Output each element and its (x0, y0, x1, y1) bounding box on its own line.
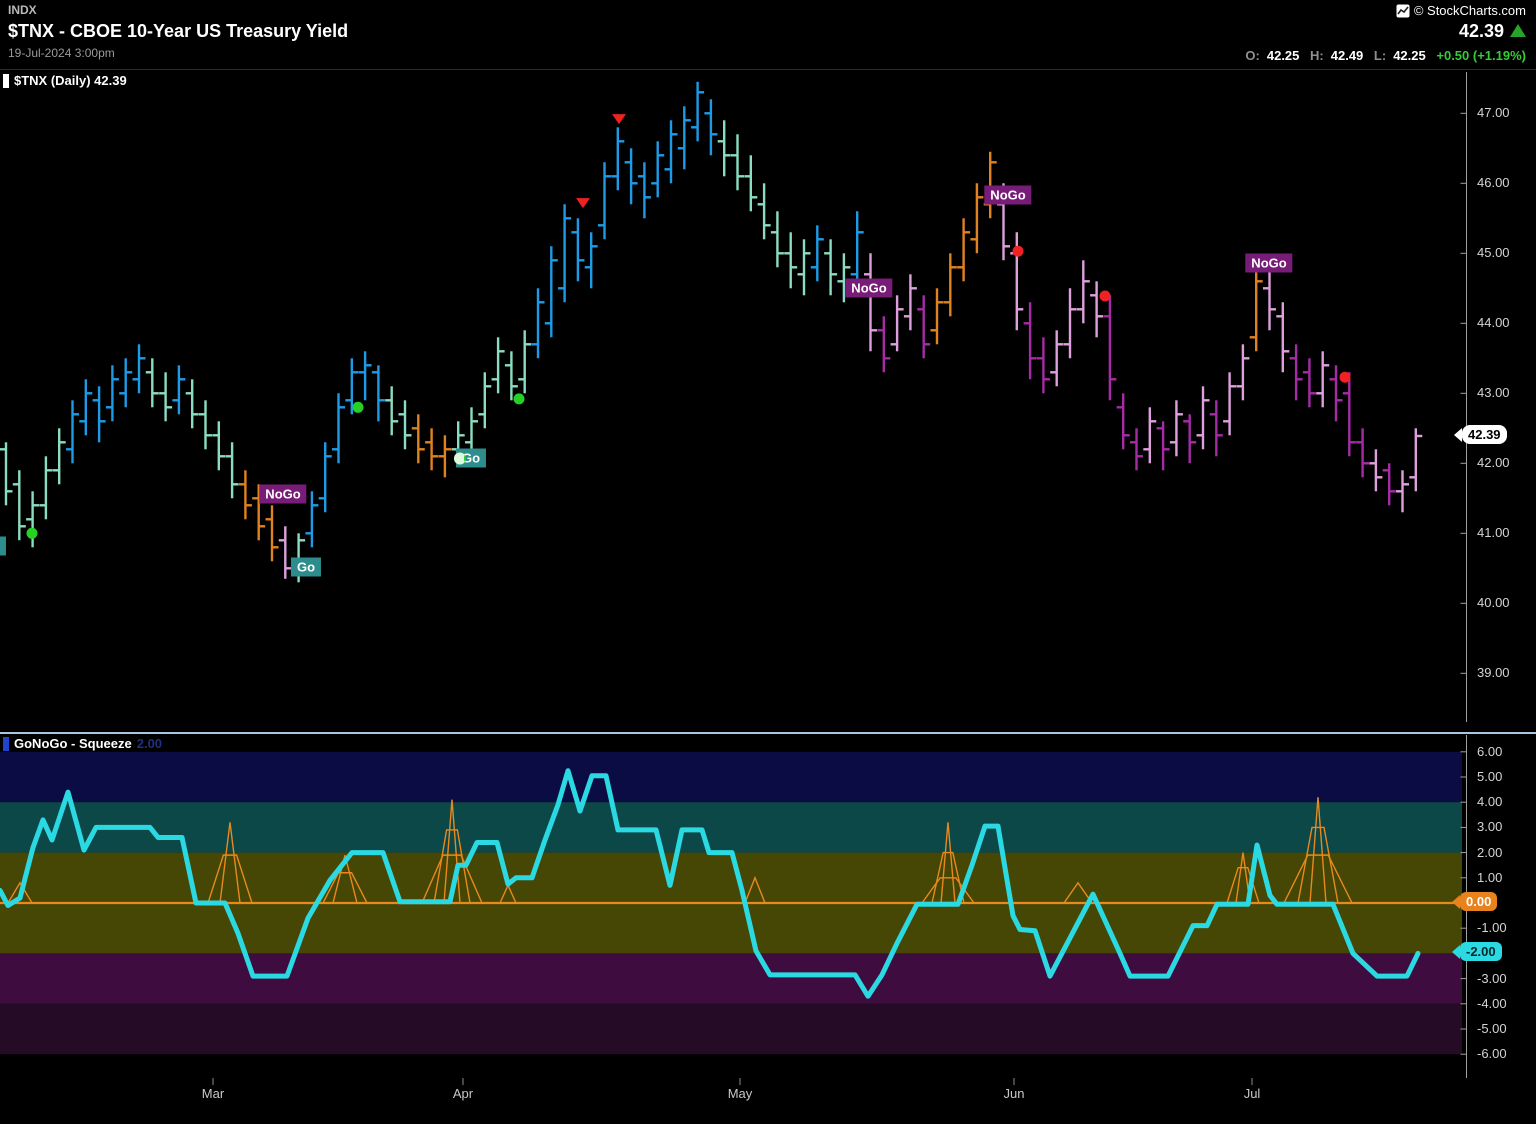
month-label-jun: Jun (1003, 1086, 1025, 1101)
zero-line-tag: 0.00 (1460, 892, 1498, 911)
squeeze-axis-label: 1.00 (1477, 869, 1503, 885)
squeeze-axis-label: -4.00 (1477, 995, 1507, 1011)
squeeze-axis-label: 4.00 (1477, 794, 1503, 810)
main-axis-label: 45.00 (1477, 245, 1510, 261)
nogo-badge: NoGo (259, 484, 307, 504)
go-badge: Go (453, 448, 487, 468)
chart-title: $TNX - CBOE 10-Year US Treasury Yield (8, 21, 349, 41)
ohlc-readout: O: 42.25 H: 42.49 L: 42.25 +0.50 (+1.19%) (1245, 48, 1526, 63)
squeeze-axis-label: 2.00 (1477, 844, 1503, 860)
green-dot (26, 527, 38, 539)
squeeze-axis-label: -3.00 (1477, 970, 1507, 986)
squeeze-band (0, 1003, 1462, 1055)
main-axis-label: 42.00 (1477, 455, 1510, 471)
squeeze-spike (940, 822, 956, 904)
squeeze-axis-label: 3.00 (1477, 819, 1503, 835)
squeeze-spike (7, 881, 33, 904)
red-dot (1012, 245, 1024, 257)
squeeze-axis-label: -6.00 (1477, 1046, 1507, 1062)
month-label-may: May (727, 1086, 753, 1101)
nogo-badge: NoGo (984, 185, 1032, 205)
main-axis-label: 40.00 (1477, 595, 1510, 611)
nogo-badge: NoGo (1245, 253, 1293, 273)
squeeze-band (0, 802, 1462, 853)
squeeze-value: 2.00 (136, 736, 163, 751)
main-axis-label: 43.00 (1477, 385, 1510, 401)
squeeze-axis-label: -1.00 (1477, 920, 1507, 936)
green-dot (352, 401, 364, 413)
main-panel-label: $TNX (Daily) 42.39 (3, 73, 127, 88)
last-price-tag: 42.39 (1462, 425, 1507, 444)
minus-two-tag: -2.00 (1460, 942, 1502, 961)
price-change: +0.50 (+1.19%) (1436, 48, 1526, 63)
red-triangle-marker (612, 114, 626, 125)
red-dot (1339, 371, 1351, 383)
squeeze-panel-label: GoNoGo - Squeeze 2.00 (3, 736, 162, 751)
red-dot (1099, 290, 1111, 302)
month-label-apr: Apr (452, 1086, 474, 1101)
nogo-badge: NoGo (845, 278, 893, 298)
squeeze-spike (1297, 826, 1339, 904)
squeeze-spike (332, 854, 358, 904)
squeeze-spike (219, 822, 241, 904)
stockcharts-logo-icon (1396, 4, 1410, 18)
main-axis-label: 47.00 (1477, 105, 1510, 121)
squeeze-spike (1235, 852, 1251, 904)
green-dot (453, 452, 466, 465)
squeeze-spike (421, 854, 483, 904)
squeeze-spike (322, 872, 368, 904)
main-panel-bullet (3, 73, 9, 88)
main-axis-label: 41.00 (1477, 525, 1510, 541)
red-triangle-marker (576, 198, 590, 209)
squeeze-band (0, 751, 1462, 803)
exchange-label: INDX (8, 3, 37, 17)
up-triangle-icon (1510, 24, 1526, 37)
green-dot (513, 393, 525, 405)
main-axis-label: 46.00 (1477, 175, 1510, 191)
squeeze-axis-label: 6.00 (1477, 743, 1503, 759)
squeeze-spike (1063, 881, 1093, 904)
header-separator (0, 69, 1536, 70)
last-price: 42.39 (1459, 21, 1526, 42)
squeeze-spike (744, 875, 766, 904)
main-axis-label: 39.00 (1477, 665, 1510, 681)
squeeze-oscillator-line (0, 768, 1421, 999)
squeeze-spike (931, 851, 965, 904)
main-axis-label: 44.00 (1477, 315, 1510, 331)
squeeze-panel-bullet (3, 736, 9, 751)
squeeze-spike (207, 854, 253, 904)
chart-timestamp: 19-Jul-2024 3:00pm (8, 46, 115, 60)
squeeze-axis-label: -5.00 (1477, 1021, 1507, 1036)
go-badge: Go (290, 557, 322, 577)
month-label-jul: Jul (1243, 1086, 1261, 1101)
squeeze-spike (1309, 797, 1327, 904)
panel-separator (0, 732, 1536, 734)
month-label-mar: Mar (201, 1086, 225, 1101)
copyright: © StockCharts.com (1396, 3, 1526, 18)
squeeze-axis-label: 5.00 (1477, 769, 1503, 784)
go-badge: Go (0, 536, 7, 556)
squeeze-band (0, 953, 1462, 1004)
squeeze-spike (1283, 854, 1353, 904)
